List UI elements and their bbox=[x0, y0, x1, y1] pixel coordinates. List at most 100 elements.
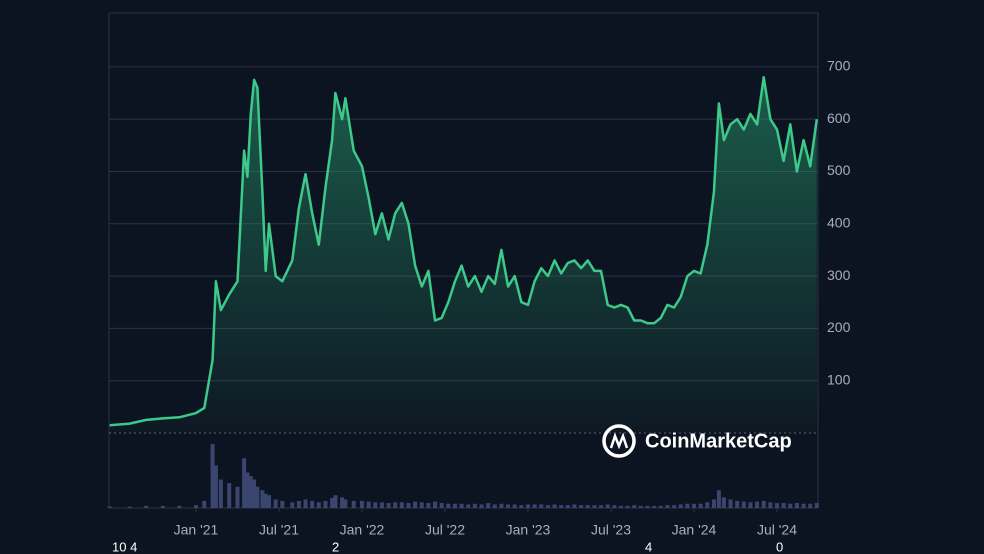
volume-bar bbox=[599, 505, 604, 508]
volume-bar bbox=[413, 501, 418, 508]
volume-bar bbox=[439, 503, 444, 508]
volume-bar bbox=[525, 504, 530, 508]
volume-bar bbox=[741, 501, 746, 508]
volume-bar bbox=[545, 505, 550, 508]
volume-bar bbox=[612, 505, 617, 508]
volume-bar bbox=[479, 504, 484, 508]
volume-bar bbox=[565, 505, 570, 508]
volume-bar bbox=[678, 504, 683, 508]
volume-bar bbox=[658, 505, 663, 508]
volume-bar bbox=[559, 505, 564, 508]
volume-bar bbox=[127, 506, 132, 508]
volume-bar bbox=[672, 505, 677, 508]
x-tick-label: Jan '24 bbox=[672, 522, 717, 538]
volume-bar bbox=[755, 501, 760, 508]
volume-bar bbox=[716, 490, 721, 508]
volume-bar bbox=[645, 505, 650, 508]
x-tick-label: Jul '21 bbox=[259, 522, 299, 538]
volume-bar bbox=[638, 505, 643, 508]
volume-bar bbox=[433, 501, 438, 508]
y-tick-label: 200 bbox=[827, 319, 851, 335]
volume-bar bbox=[711, 499, 716, 508]
volume-bar bbox=[248, 476, 253, 508]
volume-bar bbox=[801, 503, 806, 508]
volume-bar bbox=[218, 479, 223, 508]
volume-bar bbox=[351, 500, 356, 508]
volume-bar bbox=[605, 504, 610, 508]
volume-bar bbox=[107, 506, 112, 508]
watermark-logo bbox=[602, 424, 636, 458]
volume-bar bbox=[492, 504, 497, 508]
volume-bar bbox=[761, 500, 766, 508]
volume-bar bbox=[691, 503, 696, 508]
volume-bar bbox=[366, 501, 371, 508]
volume-bar bbox=[618, 505, 623, 508]
volume-bar bbox=[446, 503, 451, 508]
x-tick-label: Jan '21 bbox=[174, 522, 219, 538]
volume-bar bbox=[210, 444, 215, 508]
volume-bar bbox=[296, 500, 301, 508]
y-tick-label: 300 bbox=[827, 267, 851, 283]
watermark-text: CoinMarketCap bbox=[645, 430, 792, 452]
volume-bar bbox=[721, 497, 726, 508]
cut-off-label: 0 bbox=[776, 539, 783, 554]
volume-bar bbox=[267, 495, 272, 508]
cut-off-label: 10 4 bbox=[112, 539, 137, 554]
volume-bar bbox=[452, 503, 457, 508]
volume-bar bbox=[814, 503, 819, 508]
volume-bar bbox=[245, 472, 250, 508]
volume-bar bbox=[808, 503, 813, 508]
y-tick-label: 400 bbox=[827, 214, 851, 230]
volume-bar bbox=[255, 486, 260, 508]
volume-bar bbox=[685, 503, 690, 508]
volume-bar bbox=[592, 505, 597, 508]
volume-bar bbox=[748, 502, 753, 508]
volume-bar bbox=[252, 479, 257, 508]
volume-bar bbox=[419, 502, 424, 508]
volume-bar bbox=[585, 505, 590, 508]
volume-bar bbox=[705, 502, 710, 508]
volume-bar bbox=[379, 502, 384, 508]
volume-bar bbox=[774, 503, 779, 508]
volume-bar bbox=[316, 502, 321, 508]
volume-bar bbox=[393, 502, 398, 508]
volume-bar bbox=[579, 505, 584, 508]
volume-bar bbox=[512, 504, 517, 508]
cut-off-label: 4 bbox=[645, 539, 652, 554]
volume-bar bbox=[781, 503, 786, 508]
volume-bar bbox=[519, 505, 524, 508]
volume-bar bbox=[426, 503, 431, 508]
volume-bar bbox=[242, 458, 247, 508]
volume-bar bbox=[310, 500, 315, 508]
volume-bar bbox=[340, 497, 345, 508]
volume-bar bbox=[459, 503, 464, 508]
volume-bar bbox=[486, 503, 491, 508]
volume-bar bbox=[343, 499, 348, 508]
volume-bar bbox=[260, 490, 265, 508]
watermark: CoinMarketCap bbox=[602, 424, 792, 458]
x-tick-label: Jul '23 bbox=[591, 522, 631, 538]
volume-bar bbox=[572, 504, 577, 508]
volume-bar bbox=[235, 486, 240, 508]
volume-bar bbox=[768, 502, 773, 508]
volume-bar bbox=[499, 503, 504, 508]
volume-bar bbox=[794, 503, 799, 508]
volume-bar bbox=[213, 465, 218, 508]
volume-bar bbox=[539, 504, 544, 508]
y-tick-label: 700 bbox=[827, 58, 851, 74]
volume-bar bbox=[303, 499, 308, 508]
x-tick-label: Jul '22 bbox=[425, 522, 465, 538]
volume-bar bbox=[665, 505, 670, 508]
volume-bar bbox=[788, 503, 793, 508]
volume-bar bbox=[532, 504, 537, 508]
volume-bar bbox=[280, 500, 285, 508]
volume-bar bbox=[290, 502, 295, 508]
volume-bar bbox=[227, 483, 232, 508]
volume-bar bbox=[177, 505, 182, 508]
price-line bbox=[109, 76, 819, 427]
x-tick-label: Jan '22 bbox=[340, 522, 385, 538]
volume-bar bbox=[698, 503, 703, 508]
volume-bar bbox=[330, 498, 335, 508]
